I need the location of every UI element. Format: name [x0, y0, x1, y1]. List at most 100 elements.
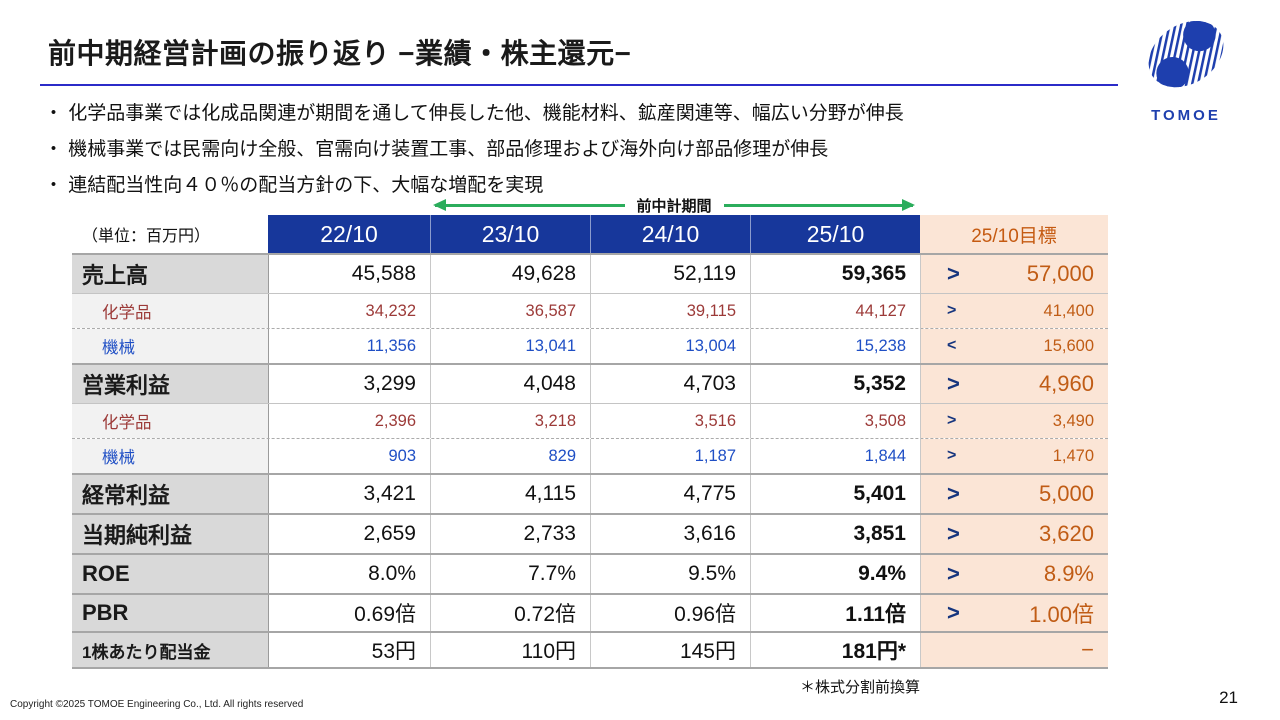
table-row-machinery-sales: 機械 11,356 13,041 13,004 15,238 < 15,600 — [72, 328, 1108, 363]
value-cell: 49,628 — [430, 255, 590, 293]
value-cell: 829 — [430, 439, 590, 473]
value-cell-latest: 1.11倍 — [750, 595, 920, 631]
row-label: 機械 — [72, 439, 268, 473]
target-cell: > 57,000 — [920, 255, 1108, 293]
value-cell: 45,588 — [268, 255, 430, 293]
value-cell: 34,232 — [268, 294, 430, 328]
value-cell-latest: 181円* — [750, 633, 920, 667]
value-cell: 3,299 — [268, 365, 430, 403]
target-value: 4,960 — [1038, 371, 1094, 396]
target-value: 5,000 — [1038, 481, 1094, 506]
col-header-24-10: 24/10 — [590, 215, 750, 253]
target-cell: > 1,470 — [920, 439, 1108, 473]
row-label: PBR — [72, 595, 268, 631]
row-label: 機械 — [72, 329, 268, 363]
arrow-right-segment — [723, 198, 915, 211]
table-row-roe: ROE 8.0% 7.7% 9.5% 9.4% > 8.9% — [72, 553, 1108, 593]
table-row-machinery-op-income: 機械 903 829 1,187 1,844 > 1,470 — [72, 438, 1108, 473]
row-label: 化学品 — [72, 294, 268, 328]
target-value: 41,400 — [1043, 301, 1094, 320]
value-cell: 8.0% — [268, 555, 430, 593]
table-header-row: （単位：百万円） 22/10 23/10 24/10 25/10 25/10目標 — [72, 215, 1108, 253]
value-cell-latest: 5,352 — [750, 365, 920, 403]
table-row-net-sales: 売上高 45,588 49,628 52,119 59,365 > 57,000 — [72, 253, 1108, 293]
target-cell: > 3,490 — [920, 404, 1108, 438]
value-cell: 2,659 — [268, 515, 430, 553]
row-label: 営業利益 — [72, 365, 268, 403]
value-cell: 36,587 — [430, 294, 590, 328]
target-cell: > 8.9% — [920, 555, 1108, 593]
copyright-text: Copyright ©2025 TOMOE Engineering Co., L… — [10, 699, 304, 710]
row-label: 1株あたり配当金 — [72, 633, 268, 667]
value-cell: 13,004 — [590, 329, 750, 363]
comparison-sign: > — [947, 371, 960, 396]
value-cell: 11,356 — [268, 329, 430, 363]
value-cell-latest: 9.4% — [750, 555, 920, 593]
target-value: 1.00倍 — [1029, 602, 1094, 627]
period-arrow-label: 前中計期間 — [636, 197, 712, 215]
value-cell: 4,775 — [590, 475, 750, 513]
value-cell: 3,218 — [430, 404, 590, 438]
bullet-dividend: ・ 連結配当性向４０％の配当方針の下、大幅な増配を実現 — [44, 175, 544, 196]
comparison-sign: > — [947, 412, 957, 429]
tomoe-logo-icon — [1138, 18, 1234, 104]
value-cell-latest: 15,238 — [750, 329, 920, 363]
target-value: 8.9% — [1043, 561, 1094, 586]
value-cell: 52,119 — [590, 255, 750, 293]
row-label: 経常利益 — [72, 475, 268, 513]
footnote-stock-split: ＊株式分割前換算 — [800, 679, 921, 696]
value-cell: 1,187 — [590, 439, 750, 473]
summary-bullets: ・ 化学品事業では化成品関連が期間を通して伸長した他、機能材料、鉱産関連等、幅広… — [44, 96, 904, 204]
value-cell: 4,048 — [430, 365, 590, 403]
value-cell: 39,115 — [590, 294, 750, 328]
table-row-chemicals-op-income: 化学品 2,396 3,218 3,516 3,508 > 3,490 — [72, 403, 1108, 438]
value-cell: 3,516 — [590, 404, 750, 438]
value-cell: 0.69倍 — [268, 595, 430, 631]
comparison-sign: > — [947, 481, 960, 506]
value-cell: 4,115 — [430, 475, 590, 513]
comparison-sign: > — [947, 447, 957, 464]
tomoe-logo: TOMOE — [1136, 12, 1236, 124]
value-cell: 2,733 — [430, 515, 590, 553]
title-underline — [40, 84, 1118, 86]
table-row-dividend-per-share: 1株あたり配当金 53円 110円 145円 181円* − — [72, 631, 1108, 669]
row-label: 売上高 — [72, 255, 268, 293]
target-cell: > 5,000 — [920, 475, 1108, 513]
target-value: − — [1081, 637, 1094, 662]
target-cell: > 3,620 — [920, 515, 1108, 553]
value-cell: 2,396 — [268, 404, 430, 438]
value-cell: 53円 — [268, 633, 430, 667]
value-cell: 903 — [268, 439, 430, 473]
comparison-sign: < — [947, 337, 957, 354]
table-row-operating-income: 営業利益 3,299 4,048 4,703 5,352 > 4,960 — [72, 363, 1108, 403]
page-title: 前中期経営計画の振り返り −業績・株主還元− — [48, 38, 632, 69]
row-label: 当期純利益 — [72, 515, 268, 553]
comparison-sign: > — [947, 261, 960, 286]
value-cell-latest: 59,365 — [750, 255, 920, 293]
bullet-chemicals: ・ 化学品事業では化成品関連が期間を通して伸長した他、機能材料、鉱産関連等、幅広… — [44, 103, 904, 124]
value-cell: 9.5% — [590, 555, 750, 593]
target-value: 15,600 — [1043, 336, 1094, 355]
table-row-ordinary-income: 経常利益 3,421 4,115 4,775 5,401 > 5,000 — [72, 473, 1108, 513]
financial-results-table: （単位：百万円） 22/10 23/10 24/10 25/10 25/10目標… — [72, 215, 1108, 669]
target-cell: − — [920, 633, 1108, 667]
row-label: ROE — [72, 555, 268, 593]
value-cell: 110円 — [430, 633, 590, 667]
col-header-25-10: 25/10 — [750, 215, 920, 253]
comparison-sign: > — [947, 600, 960, 625]
comparison-sign: > — [947, 561, 960, 586]
col-header-23-10: 23/10 — [430, 215, 590, 253]
target-cell: > 4,960 — [920, 365, 1108, 403]
target-value: 1,470 — [1052, 446, 1094, 465]
value-cell: 13,041 — [430, 329, 590, 363]
value-cell-latest: 5,401 — [750, 475, 920, 513]
target-value: 3,490 — [1052, 411, 1094, 430]
row-label: 化学品 — [72, 404, 268, 438]
table-row-pbr: PBR 0.69倍 0.72倍 0.96倍 1.11倍 > 1.00倍 — [72, 593, 1108, 631]
table-row-net-income: 当期純利益 2,659 2,733 3,616 3,851 > 3,620 — [72, 513, 1108, 553]
value-cell: 3,616 — [590, 515, 750, 553]
comparison-sign: > — [947, 302, 957, 319]
unit-label: （単位：百万円） — [72, 215, 268, 253]
tomoe-logo-wordmark: TOMOE — [1151, 107, 1221, 124]
bullet-machinery: ・ 機械事業では民需向け全般、官需向け装置工事、部品修理および海外向け部品修理が… — [44, 139, 829, 160]
